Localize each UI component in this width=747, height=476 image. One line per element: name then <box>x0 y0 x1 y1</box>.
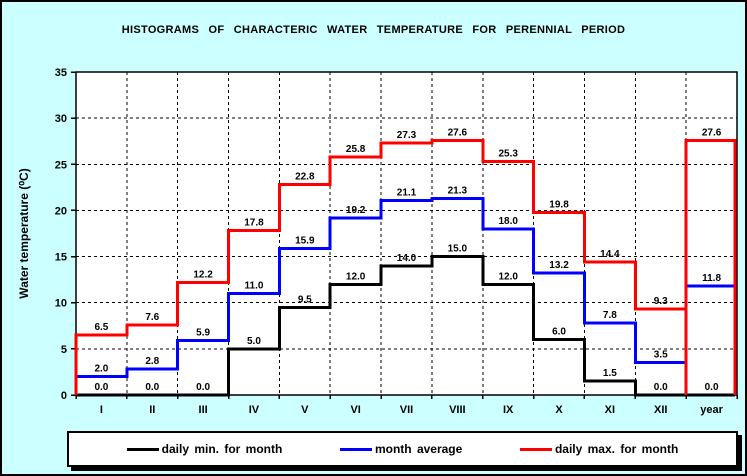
x-tick-label: VIII <box>449 404 466 416</box>
value-label: 21.1 <box>397 187 417 198</box>
x-tick-label: VI <box>350 404 360 416</box>
value-label: 18.0 <box>498 216 518 227</box>
series-year-line-2 <box>684 138 737 395</box>
value-label: 11.8 <box>702 273 721 284</box>
x-tick-label: XII <box>654 404 667 416</box>
y-tick-label: 30 <box>55 113 67 125</box>
legend-line-month-average-icon <box>339 447 372 451</box>
legend-label-month-average: month average <box>374 442 463 456</box>
value-label: 25.8 <box>346 144 366 155</box>
value-label: 27.6 <box>448 127 468 138</box>
x-tick-label: II <box>149 404 155 416</box>
legend-label-daily-min: daily min. for month <box>161 442 283 456</box>
y-tick-label: 5 <box>61 344 67 356</box>
value-label: 7.8 <box>603 310 617 321</box>
value-label: 0.0 <box>654 382 668 393</box>
value-label: 0.0 <box>705 382 719 393</box>
x-tick-label: VII <box>400 404 413 416</box>
x-tick-label: IV <box>249 404 260 416</box>
value-label: 12.0 <box>346 271 366 282</box>
value-label: 6.5 <box>94 322 108 333</box>
y-tick-label: 25 <box>55 159 67 171</box>
legend-item-daily-max: daily max. for month <box>519 442 679 456</box>
value-label: 25.3 <box>498 149 518 160</box>
series-line-1 <box>74 196 688 395</box>
x-tick-label: XI <box>605 404 615 416</box>
value-label: 14.0 <box>397 253 417 264</box>
x-tick-label: year <box>700 404 723 416</box>
y-tick-label: 15 <box>55 252 67 264</box>
legend-item-daily-min: daily min. for month <box>126 442 283 456</box>
value-label: 19.2 <box>346 205 366 216</box>
page-title: HISTOGRAMS OF CHARACTERIC WATER TEMPERAT… <box>121 24 626 36</box>
value-label: 0.0 <box>145 382 159 393</box>
legend-line-daily-min-icon <box>126 447 159 451</box>
y-tick-label: 35 <box>55 67 67 79</box>
value-label: 27.6 <box>702 127 722 138</box>
value-label: 12.0 <box>498 271 518 282</box>
legend-line-daily-max-icon <box>519 447 552 451</box>
x-tick-label: III <box>199 404 208 416</box>
y-tick-label: 10 <box>55 298 67 310</box>
value-label: 19.8 <box>549 199 569 210</box>
y-tick-label: 20 <box>55 205 67 217</box>
value-label: 13.2 <box>549 260 569 271</box>
value-label: 15.0 <box>448 244 468 255</box>
y-axis-title: Water temperature (⁰C) <box>17 168 31 298</box>
x-tick-label: IX <box>503 404 514 416</box>
series-line-2 <box>74 138 688 395</box>
x-tick-label: X <box>555 404 563 416</box>
value-label: 9.3 <box>654 296 668 307</box>
value-label: 0.0 <box>94 382 108 393</box>
value-label: 7.6 <box>145 312 159 323</box>
value-label: 2.0 <box>94 364 108 375</box>
value-label: 22.8 <box>295 172 315 183</box>
value-label: 0.0 <box>196 382 210 393</box>
legend: daily min. for month month average daily… <box>67 431 738 467</box>
value-label: 17.8 <box>244 218 264 229</box>
plot-area <box>75 71 738 396</box>
value-label: 6.0 <box>552 327 566 338</box>
value-label: 5.9 <box>196 328 210 339</box>
value-label: 21.3 <box>448 185 468 196</box>
value-label: 5.0 <box>247 336 261 347</box>
value-label: 1.5 <box>603 368 617 379</box>
value-label: 11.0 <box>245 280 264 291</box>
x-tick-label: I <box>100 404 103 416</box>
value-label: 2.8 <box>145 356 159 367</box>
y-tick-label: 0 <box>61 390 67 402</box>
value-label: 15.9 <box>295 235 315 246</box>
value-label: 14.4 <box>600 249 620 260</box>
legend-label-daily-max: daily max. for month <box>554 442 679 456</box>
value-label: 3.5 <box>654 350 668 361</box>
x-tick-label: V <box>301 404 309 416</box>
value-label: 12.2 <box>193 269 213 280</box>
value-label: 27.3 <box>397 130 417 141</box>
series-line-0 <box>76 255 687 397</box>
value-label: 9.5 <box>298 294 312 305</box>
legend-item-month-average: month average <box>339 442 463 456</box>
